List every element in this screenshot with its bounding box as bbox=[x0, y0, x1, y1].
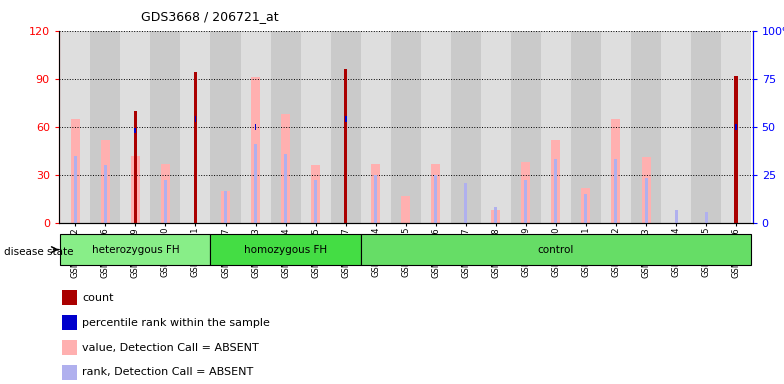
Bar bbox=[60, 31, 90, 223]
Bar bbox=[631, 31, 661, 223]
Text: heterozygous FH: heterozygous FH bbox=[92, 245, 180, 255]
Bar bbox=[551, 139, 561, 223]
Bar bbox=[481, 31, 511, 223]
Bar bbox=[464, 183, 467, 223]
Bar bbox=[661, 31, 691, 223]
Bar bbox=[554, 159, 557, 223]
Bar bbox=[210, 31, 241, 223]
Bar bbox=[451, 31, 481, 223]
Bar bbox=[401, 195, 410, 223]
Text: rank, Detection Call = ABSENT: rank, Detection Call = ABSENT bbox=[82, 367, 253, 377]
Text: value, Detection Call = ABSENT: value, Detection Call = ABSENT bbox=[82, 343, 259, 353]
Text: control: control bbox=[538, 245, 574, 255]
Bar bbox=[582, 187, 590, 223]
Bar bbox=[62, 290, 78, 305]
Bar bbox=[492, 210, 500, 223]
Bar bbox=[241, 31, 270, 223]
FancyBboxPatch shape bbox=[361, 234, 751, 265]
Bar bbox=[314, 180, 317, 223]
Bar bbox=[194, 116, 196, 122]
Bar bbox=[674, 210, 677, 223]
Bar bbox=[421, 31, 451, 223]
Text: disease state: disease state bbox=[4, 247, 74, 257]
Bar bbox=[284, 154, 287, 223]
Bar bbox=[133, 111, 137, 223]
Bar bbox=[131, 156, 140, 223]
Bar bbox=[161, 164, 170, 223]
Bar bbox=[721, 31, 751, 223]
Bar bbox=[615, 159, 618, 223]
Bar bbox=[164, 180, 167, 223]
Bar bbox=[103, 165, 107, 223]
Bar bbox=[705, 212, 708, 223]
Bar bbox=[571, 31, 601, 223]
Bar bbox=[431, 164, 441, 223]
Bar bbox=[735, 76, 738, 223]
Text: GDS3668 / 206721_at: GDS3668 / 206721_at bbox=[141, 10, 279, 23]
Bar bbox=[281, 114, 290, 223]
Bar bbox=[374, 175, 377, 223]
Text: count: count bbox=[82, 293, 114, 303]
Bar bbox=[300, 31, 331, 223]
Bar bbox=[735, 124, 737, 130]
Bar bbox=[221, 191, 230, 223]
Text: homozygous FH: homozygous FH bbox=[244, 245, 327, 255]
Bar bbox=[495, 207, 497, 223]
Bar bbox=[74, 156, 77, 223]
Bar bbox=[644, 178, 648, 223]
Bar bbox=[344, 69, 347, 223]
Bar bbox=[62, 340, 78, 355]
Bar bbox=[71, 119, 80, 223]
Bar bbox=[511, 31, 541, 223]
Bar bbox=[345, 116, 347, 122]
FancyBboxPatch shape bbox=[210, 234, 361, 265]
Bar bbox=[371, 164, 380, 223]
Bar bbox=[601, 31, 631, 223]
FancyBboxPatch shape bbox=[60, 234, 210, 265]
Bar bbox=[612, 119, 620, 223]
Bar bbox=[62, 365, 78, 380]
Bar bbox=[641, 157, 651, 223]
Bar bbox=[254, 144, 257, 223]
Bar bbox=[390, 31, 421, 223]
Text: percentile rank within the sample: percentile rank within the sample bbox=[82, 318, 270, 328]
Bar bbox=[101, 139, 110, 223]
Bar bbox=[90, 31, 121, 223]
Bar bbox=[62, 315, 78, 330]
Bar bbox=[584, 194, 587, 223]
Bar bbox=[135, 127, 136, 134]
Bar bbox=[311, 165, 320, 223]
Bar bbox=[251, 77, 260, 223]
Bar bbox=[691, 31, 721, 223]
Bar bbox=[434, 175, 437, 223]
Bar bbox=[255, 124, 256, 130]
Bar bbox=[270, 31, 300, 223]
Bar bbox=[541, 31, 571, 223]
Bar bbox=[121, 31, 151, 223]
Bar bbox=[151, 31, 180, 223]
Bar bbox=[224, 191, 227, 223]
Bar bbox=[521, 162, 530, 223]
Bar bbox=[331, 31, 361, 223]
Bar bbox=[194, 72, 198, 223]
Bar bbox=[180, 31, 210, 223]
Bar bbox=[361, 31, 390, 223]
Bar bbox=[524, 180, 528, 223]
